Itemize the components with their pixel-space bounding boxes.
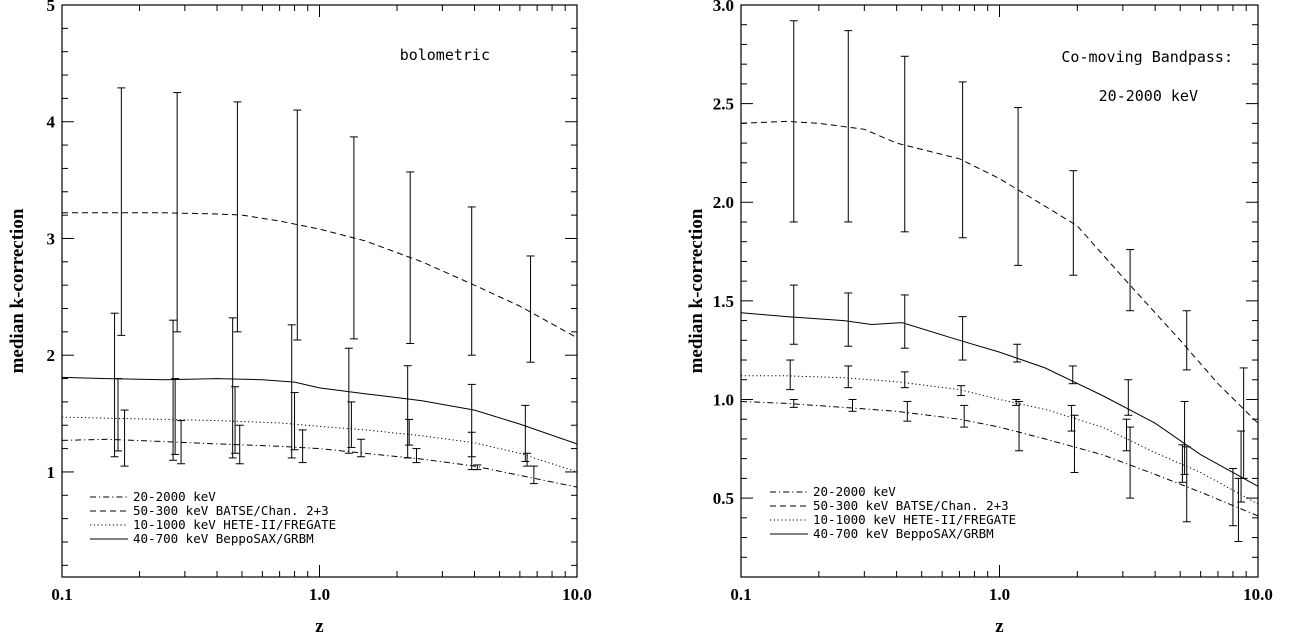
legend-entry: 50-300 keV BATSE/Chan. 2+3	[133, 503, 329, 518]
y-tick-label: 3	[47, 229, 56, 248]
series-dashdot	[741, 398, 1258, 542]
series-solid	[62, 376, 577, 467]
legend-entry: 40-700 keV BeppoSAX/GRBM	[133, 531, 314, 546]
chart-annotation: 20-2000 keV	[1099, 87, 1198, 105]
x-tick-label: 1.0	[309, 585, 330, 604]
y-axis-ticks	[741, 4, 1258, 578]
series-dotted	[62, 312, 577, 473]
y-tick-label: 0.5	[713, 489, 734, 508]
left-chart-panel: 0.1 1.0 10.0 1 2 3 4 5 z median k-correction bolom…	[7, 0, 592, 636]
series-line	[62, 438, 577, 488]
x-tick-label: 10.0	[562, 585, 592, 604]
legend-entry: 20-2000 keV	[813, 484, 896, 499]
series-line	[741, 375, 1258, 505]
y-axis-title: median k-correction	[686, 208, 707, 373]
y-tick-label: 5	[47, 0, 56, 15]
series-line	[741, 401, 1258, 517]
chart-annotation: Co-moving Bandpass:	[1061, 48, 1233, 66]
x-axis-ticks	[740, 5, 1247, 577]
x-axis-ticks	[61, 5, 566, 577]
series-dashdot	[62, 409, 577, 488]
series-line	[741, 120, 1258, 424]
right-chart-panel: 0.1 1.0 10.0 0.5 1.0 1.5 2.0 2.5 3.0 z median k-co…	[686, 0, 1273, 636]
series-line	[62, 212, 577, 339]
series-line	[62, 416, 577, 473]
series-line	[741, 312, 1258, 487]
y-tick-label: 4	[47, 113, 56, 132]
legend-entry: 50-300 keV BATSE/Chan. 2+3	[813, 498, 1009, 513]
x-axis-title: z	[995, 616, 1004, 636]
series-dotted	[741, 359, 1258, 527]
y-tick-label: 1.0	[713, 390, 734, 409]
x-axis-title: z	[315, 616, 324, 636]
y-tick-label: 1	[47, 463, 56, 482]
y-tick-label: 3.0	[713, 0, 734, 15]
series-line	[62, 376, 577, 445]
legend-entry: 10-1000 keV HETE-II/FREGATE	[133, 517, 336, 532]
series-dashed	[741, 20, 1258, 479]
series-dashed	[62, 87, 577, 363]
y-axis-ticks	[62, 4, 577, 566]
y-tick-label: 2.0	[713, 193, 734, 212]
legend-entry: 40-700 keV BeppoSAX/GRBM	[813, 526, 994, 541]
x-tick-label: 0.1	[730, 585, 751, 604]
x-tick-label: 0.1	[51, 585, 72, 604]
chart-annotation: bolometric	[400, 46, 490, 64]
legend-entry: 20-2000 keV	[133, 489, 216, 504]
x-tick-label: 10.0	[1243, 585, 1273, 604]
legend-entry: 10-1000 keV HETE-II/FREGATE	[813, 512, 1016, 527]
y-tick-label: 2.5	[713, 95, 734, 114]
y-axis-title: median k-correction	[7, 208, 28, 373]
series-solid	[741, 284, 1258, 503]
y-tick-label: 1.5	[713, 292, 734, 311]
y-tick-label: 2	[47, 346, 56, 365]
x-tick-label: 1.0	[989, 585, 1010, 604]
